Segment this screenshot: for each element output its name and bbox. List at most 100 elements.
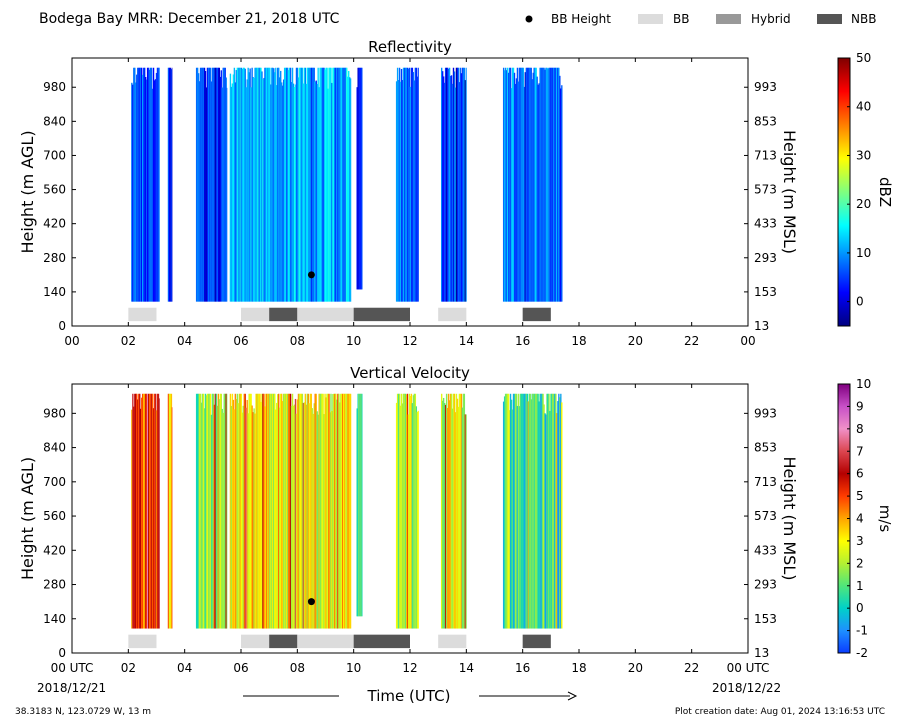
echo-column <box>229 393 232 629</box>
echo-column <box>225 393 227 629</box>
echo-column <box>217 67 220 302</box>
echo-column <box>528 393 530 629</box>
echo-column <box>142 67 145 302</box>
echo-column <box>298 67 301 302</box>
echo-column <box>283 67 286 302</box>
y-axis-label-right: Height (m MSL) <box>780 456 799 580</box>
echo-column <box>221 408 223 629</box>
echo-column <box>199 393 202 629</box>
echo-column <box>328 393 330 629</box>
echo-column <box>205 395 208 629</box>
echo-column <box>285 67 288 302</box>
x-tick-label: 18 <box>571 661 586 675</box>
echo-column <box>275 67 277 302</box>
echo-column <box>397 393 400 629</box>
y-tick-label: 420 <box>43 543 66 557</box>
echo-column <box>314 393 316 629</box>
echo-column <box>540 393 542 629</box>
echo-column <box>236 67 239 302</box>
echo-column <box>139 67 141 302</box>
echo-column <box>305 83 308 302</box>
echo-column <box>272 393 274 629</box>
x-tick-label: 20 <box>628 661 643 675</box>
echo-column <box>464 80 467 302</box>
echo-column <box>155 72 158 302</box>
echo-column <box>158 67 160 302</box>
echo-column <box>330 67 332 302</box>
echo-column <box>208 393 211 629</box>
echo-column <box>312 413 314 629</box>
echo-column <box>334 393 336 629</box>
echo-column <box>519 67 522 302</box>
echo-column <box>526 67 528 302</box>
echo-column <box>504 67 507 302</box>
echo-column <box>319 67 321 302</box>
echo-column <box>340 393 342 629</box>
echo-column <box>539 67 541 302</box>
echo-column <box>502 401 505 629</box>
echo-column <box>241 68 243 302</box>
echo-column <box>397 80 400 302</box>
echo-column <box>334 67 336 302</box>
echo-column <box>222 412 224 629</box>
echo-column <box>213 67 216 302</box>
echo-column <box>532 393 534 629</box>
echo-column <box>317 414 319 629</box>
legend: BB Height BB Hybrid NBB <box>525 12 876 26</box>
echo-segment <box>440 393 467 629</box>
echo-column <box>294 398 297 629</box>
echo-column <box>203 67 206 302</box>
time-axis-label: Time (UTC) <box>367 687 451 705</box>
echo-column <box>402 393 405 629</box>
echo-column <box>544 413 546 629</box>
echo-column <box>442 397 445 629</box>
end-date-label: 2018/12/22 <box>712 681 781 695</box>
echo-column <box>274 72 276 302</box>
echo-column <box>147 67 150 302</box>
echo-column <box>459 67 462 302</box>
echo-column <box>511 409 514 629</box>
echo-segment <box>440 67 467 302</box>
echo-column <box>150 67 153 302</box>
echo-column <box>281 85 284 302</box>
echo-column <box>525 67 528 302</box>
echo-column <box>557 67 559 302</box>
echo-column <box>219 76 221 302</box>
echo-column <box>300 393 303 629</box>
echo-column <box>348 70 350 302</box>
echo-column <box>456 67 459 302</box>
echo-column <box>138 67 140 302</box>
echo-column <box>447 393 450 629</box>
echo-column <box>345 67 347 302</box>
echo-column <box>523 86 526 302</box>
echo-column <box>302 83 305 302</box>
echo-segment <box>356 393 363 617</box>
echo-column <box>343 393 345 629</box>
echo-column <box>343 67 345 302</box>
x-tick-label: 06 <box>233 334 248 348</box>
echo-column <box>234 393 237 629</box>
echo-column <box>287 70 290 302</box>
echo-column <box>537 84 539 302</box>
echo-column <box>414 67 417 302</box>
echo-column <box>540 67 542 302</box>
echo-column <box>551 393 553 629</box>
echo-column <box>458 82 461 302</box>
echo-column <box>280 70 282 302</box>
echo-column <box>301 67 304 302</box>
echo-column <box>416 412 419 629</box>
echo-column <box>509 67 512 302</box>
echo-column <box>248 72 250 302</box>
echo-column <box>395 402 398 629</box>
echo-column <box>141 74 144 302</box>
x-tick-label: 00 <box>740 334 755 348</box>
echo-column <box>212 67 215 302</box>
colorbar-tick-label: 10 <box>856 377 871 391</box>
echo-column <box>544 69 546 302</box>
echo-column <box>509 393 512 629</box>
echo-column <box>550 393 552 629</box>
echo-column <box>196 393 199 629</box>
echo-column <box>331 82 333 302</box>
echo-column <box>256 393 258 629</box>
